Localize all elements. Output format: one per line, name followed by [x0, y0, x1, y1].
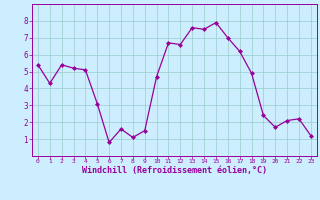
X-axis label: Windchill (Refroidissement éolien,°C): Windchill (Refroidissement éolien,°C)	[82, 166, 267, 175]
